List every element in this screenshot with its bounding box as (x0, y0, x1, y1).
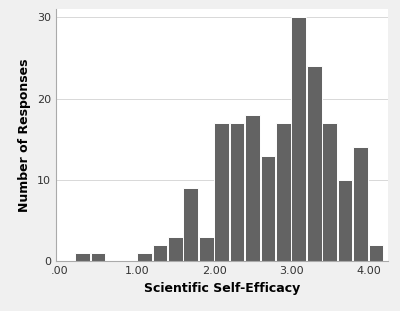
Bar (152, 245, 167, 261)
Bar (214, 123, 229, 261)
X-axis label: Scientific Self-Efficacy: Scientific Self-Efficacy (144, 282, 300, 295)
Bar (168, 237, 183, 261)
Bar (245, 115, 260, 261)
Bar (183, 188, 198, 261)
Bar (338, 180, 352, 261)
Bar (199, 237, 214, 261)
Bar (353, 147, 368, 261)
Bar (230, 123, 244, 261)
Bar (137, 253, 152, 261)
Bar (91, 253, 106, 261)
Bar (75, 253, 90, 261)
Y-axis label: Number of Responses: Number of Responses (18, 58, 32, 212)
Bar (261, 156, 275, 261)
Bar (307, 66, 322, 261)
Bar (292, 17, 306, 261)
Bar (276, 123, 291, 261)
Bar (322, 123, 337, 261)
Bar (369, 245, 383, 261)
